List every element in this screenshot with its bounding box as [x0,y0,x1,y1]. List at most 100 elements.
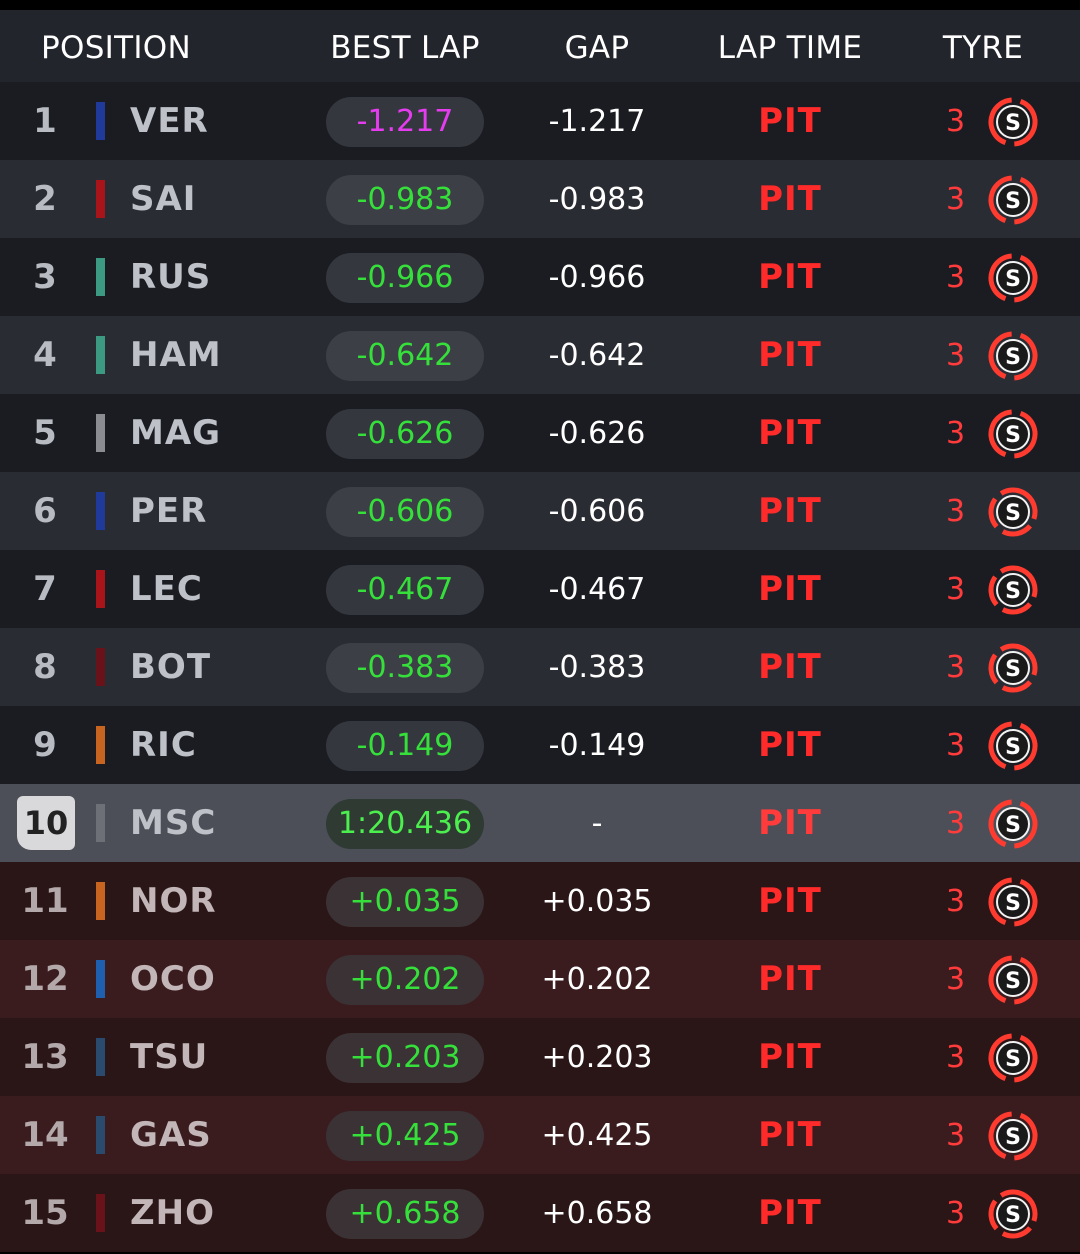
driver-code: MAG [130,413,222,453]
tyre-laps-count: 3 [946,104,966,139]
table-row[interactable]: 5 MAG -0.626 -0.626 PIT 3 S [0,394,1080,472]
lap-time-status: PIT [758,647,822,687]
soft-tyre-icon: S [986,719,1040,773]
table-row[interactable]: 3 RUS -0.966 -0.966 PIT 3 S [0,238,1080,316]
lap-time-status: PIT [758,179,822,219]
table-row[interactable]: 12 OCO +0.202 +0.202 PIT 3 S [0,940,1080,1018]
worn-soft-tyre-icon: S [986,485,1040,539]
table-row[interactable]: 13 TSU +0.203 +0.203 PIT 3 S [0,1018,1080,1096]
best-lap-value: +0.035 [326,877,484,927]
table-row[interactable]: 6 PER -0.606 -0.606 PIT 3 S [0,472,1080,550]
lap-time-status: PIT [758,101,822,141]
team-color-bar [96,102,105,140]
tyre-compound-label: S [1005,735,1021,760]
tyre-laps-count: 3 [946,182,966,217]
tyre-laps-count: 3 [946,338,966,373]
best-lap-value: -0.383 [326,643,484,693]
timing-table-header: POSITION BEST LAP GAP LAP TIME TYRE [0,10,1080,82]
table-row[interactable]: 4 HAM -0.642 -0.642 PIT 3 S [0,316,1080,394]
team-color-bar [96,414,105,452]
lap-time-status: PIT [758,413,822,453]
soft-tyre-icon: S [986,251,1040,305]
soft-tyre-icon: S [986,329,1040,383]
best-lap-value: +0.658 [326,1189,484,1239]
driver-code: RIC [130,725,197,765]
table-row[interactable]: 10 MSC 1:20.436 - PIT 3 S [0,784,1080,862]
position-number: 3 [33,257,57,297]
tyre-compound-label: S [1005,657,1021,682]
position-number: 4 [33,335,57,375]
best-lap-value: -0.626 [326,409,484,459]
header-gap: GAP [564,30,630,66]
best-lap-value: +0.425 [326,1111,484,1161]
tyre-compound-label: S [1005,1125,1021,1150]
tyre-laps-count: 3 [946,650,966,685]
lap-time-status: PIT [758,959,822,999]
position-number: 8 [33,647,57,687]
tyre-laps-count: 3 [946,1196,966,1231]
driver-code: LEC [130,569,203,609]
gap-value: -0.606 [548,494,646,529]
table-row[interactable]: 1 VER -1.217 -1.217 PIT 3 S [0,82,1080,160]
header-lap-time: LAP TIME [717,30,863,66]
team-color-bar [96,960,105,998]
best-lap-value: -0.983 [326,175,484,225]
tyre-compound-label: S [1005,423,1021,448]
table-row[interactable]: 2 SAI -0.983 -0.983 PIT 3 S [0,160,1080,238]
team-color-bar [96,882,105,920]
best-lap-value: -1.217 [326,97,484,147]
table-row[interactable]: 14 GAS +0.425 +0.425 PIT 3 S [0,1096,1080,1174]
driver-code: SAI [130,179,197,219]
table-row[interactable]: 9 RIC -0.149 -0.149 PIT 3 S [0,706,1080,784]
best-lap-value: 1:20.436 [326,799,484,849]
driver-code: NOR [130,881,217,921]
lap-time-status: PIT [758,1037,822,1077]
team-color-bar [96,648,105,686]
position-number: 10 [17,796,75,850]
position-number: 14 [21,1115,69,1155]
position-number: 12 [21,959,69,999]
soft-tyre-icon: S [986,1109,1040,1163]
gap-value: -0.626 [548,416,646,451]
team-color-bar [96,1116,105,1154]
tyre-compound-label: S [1005,345,1021,370]
gap-value: -0.467 [548,572,646,607]
best-lap-value: -0.966 [326,253,484,303]
position-number: 2 [33,179,57,219]
tyre-laps-count: 3 [946,260,966,295]
position-number: 15 [21,1193,69,1233]
gap-value: -0.383 [548,650,646,685]
table-row[interactable]: 15 ZHO +0.658 +0.658 PIT 3 S [0,1174,1080,1252]
tyre-compound-label: S [1005,891,1021,916]
tyre-laps-count: 3 [946,494,966,529]
timing-table-rows: 1 VER -1.217 -1.217 PIT 3 S 2 SAI -0.983 -0.983 PIT… [0,82,1080,1252]
lap-time-status: PIT [758,491,822,531]
team-color-bar [96,570,105,608]
gap-value: +0.035 [541,884,653,919]
driver-code: MSC [130,803,217,843]
position-number: 7 [33,569,57,609]
lap-time-status: PIT [758,335,822,375]
gap-value: - [591,806,603,841]
table-row[interactable]: 8 BOT -0.383 -0.383 PIT 3 S [0,628,1080,706]
position-number: 13 [21,1037,69,1077]
worn-soft-tyre-icon: S [986,1187,1040,1241]
tyre-compound-label: S [1005,1047,1021,1072]
lap-time-status: PIT [758,1115,822,1155]
soft-tyre-icon: S [986,953,1040,1007]
tyre-laps-count: 3 [946,1118,966,1153]
gap-value: -0.642 [548,338,646,373]
gap-value: -1.217 [548,104,646,139]
table-row[interactable]: 11 NOR +0.035 +0.035 PIT 3 S [0,862,1080,940]
table-row[interactable]: 7 LEC -0.467 -0.467 PIT 3 S [0,550,1080,628]
tyre-compound-label: S [1005,501,1021,526]
team-color-bar [96,336,105,374]
tyre-laps-count: 3 [946,1040,966,1075]
best-lap-value: -0.606 [326,487,484,537]
lap-time-status: PIT [758,569,822,609]
lap-time-status: PIT [758,725,822,765]
lap-time-status: PIT [758,881,822,921]
team-color-bar [96,726,105,764]
gap-value: -0.966 [548,260,646,295]
soft-tyre-icon: S [986,173,1040,227]
